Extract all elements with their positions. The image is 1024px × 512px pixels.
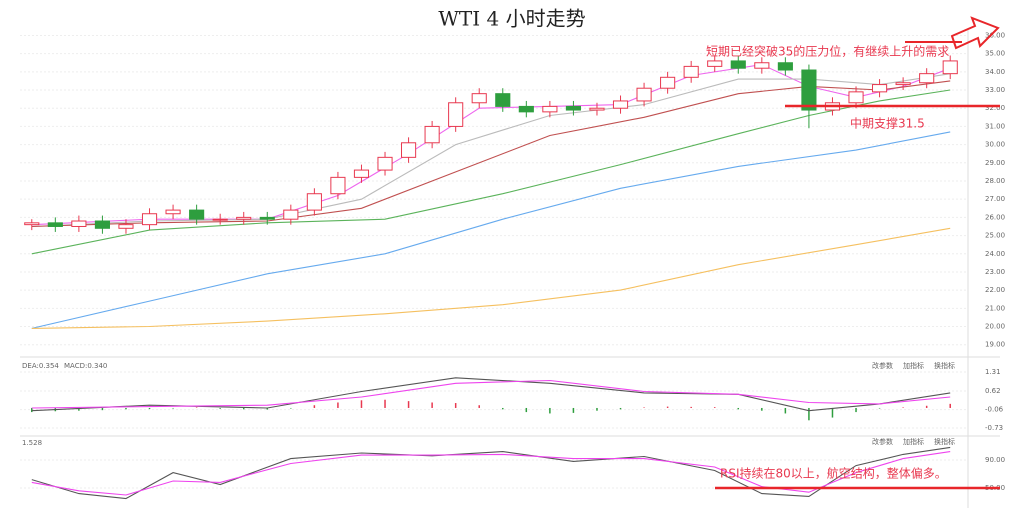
y-tick-label: 19.00 [985, 341, 1005, 349]
candle-body [448, 102, 464, 127]
candle-body [24, 222, 40, 226]
candle-body [259, 216, 275, 220]
y-tick-label: 21.00 [985, 304, 1005, 312]
annotation: RSI持续在80以上，航空结构，整体偏多。 [720, 466, 947, 481]
button[interactable]: 加指标 [903, 361, 924, 370]
y-tick-label: -0.73 [985, 424, 1003, 432]
candle-body [71, 220, 87, 227]
y-tick-label: 25.00 [985, 232, 1005, 240]
candle-body [47, 222, 63, 227]
y-tick-label: 1.31 [985, 368, 1001, 376]
y-tick-label: 33.00 [985, 86, 1005, 94]
y-tick-label: 26.00 [985, 213, 1005, 221]
y-tick-label: 36.00 [985, 31, 1005, 39]
button[interactable]: 改参数 [872, 361, 893, 370]
chart-title: WTI 4 小时走势 [438, 7, 585, 31]
candle-body [919, 73, 935, 84]
candle-body [542, 105, 558, 113]
candle-body [942, 60, 958, 75]
candle-body [330, 176, 346, 195]
annotation: 短期已经突破35的压力位，有继续上升的需求 [706, 44, 949, 59]
candle-body [141, 213, 158, 226]
line [31, 89, 951, 255]
candle-body [636, 87, 652, 102]
y-tick-label: 28.00 [985, 177, 1005, 185]
y-tick-label: 32.00 [985, 104, 1005, 112]
button[interactable]: 换指标 [934, 437, 955, 446]
candle-body [754, 62, 770, 69]
y-tick-label: 27.00 [985, 195, 1005, 203]
candle-body [189, 209, 205, 220]
candle-body [236, 216, 252, 220]
y-tick-label: 35.00 [985, 50, 1005, 58]
candle-body [707, 60, 723, 67]
y-tick-label: 20.00 [985, 323, 1005, 331]
y-tick-label: 34.00 [985, 68, 1005, 76]
candle-body [212, 218, 228, 221]
button[interactable]: 改参数 [872, 437, 893, 446]
legend-label: DEA:0.354 [22, 362, 59, 370]
y-tick-label: 30.00 [985, 141, 1005, 149]
y-tick-label: 31.00 [985, 122, 1005, 130]
candle-body [377, 156, 393, 171]
legend-label: 1.528 [22, 439, 42, 447]
candle-body [401, 142, 417, 158]
arrow [950, 16, 1000, 50]
candle-body [424, 125, 440, 144]
candle-body [353, 169, 370, 178]
line [31, 377, 951, 412]
y-tick-label: -0.06 [985, 406, 1004, 414]
y-tick-label: 24.00 [985, 250, 1005, 258]
y-tick-label: 90.00 [985, 456, 1005, 464]
candle-body [777, 62, 793, 71]
button[interactable]: 加指标 [903, 437, 924, 446]
line [31, 451, 951, 496]
panel-buttons: 改参数 加指标 换指标 [872, 361, 955, 370]
candle-body [94, 220, 110, 229]
candle-body [118, 224, 134, 229]
candle-body [660, 76, 676, 89]
candle-body [683, 65, 699, 78]
y-tick-label: 0.62 [985, 387, 1001, 395]
line [31, 379, 951, 409]
y-tick-label: 29.00 [985, 159, 1005, 167]
panel-buttons: 改参数 加指标 换指标 [872, 437, 955, 446]
button[interactable]: 换指标 [934, 361, 955, 370]
candle-body [565, 105, 581, 111]
y-tick-label: 22.00 [985, 286, 1005, 294]
candle-body [612, 100, 629, 109]
candle-body [518, 105, 534, 113]
candle-body [306, 193, 322, 211]
candle-body [848, 91, 864, 104]
candle-body [895, 82, 911, 86]
line [31, 80, 951, 228]
candle-body [801, 69, 817, 111]
line [31, 131, 951, 329]
candle-body [730, 60, 746, 69]
y-tick-label: 23.00 [985, 268, 1005, 276]
line [31, 227, 951, 329]
candle-body [471, 93, 487, 104]
candle-body [283, 209, 299, 220]
line [31, 64, 951, 226]
candle-body [165, 209, 181, 215]
annotation: 中期支撑31.5 [850, 116, 925, 131]
candle-body [872, 84, 888, 93]
candle-body [589, 107, 605, 111]
candle-body [495, 93, 511, 107]
legend-label: MACD:0.340 [64, 362, 107, 370]
